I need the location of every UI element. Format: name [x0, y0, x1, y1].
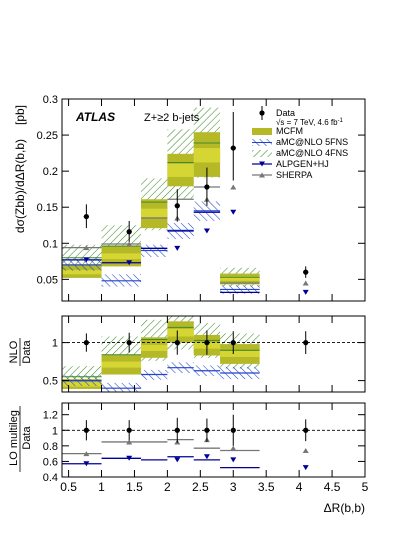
main-data-point	[174, 203, 180, 209]
main-data-point	[204, 184, 210, 190]
legend-energy-label: √s = 7 TeV, 4.6 fb-1	[276, 118, 344, 127]
x-tick-label: 4.5	[324, 480, 341, 494]
nlo-data-point	[204, 340, 210, 346]
lo-alpgen-marker	[126, 455, 133, 461]
lo-y-tick-label: 1	[52, 425, 58, 437]
lo-alpgen-marker	[230, 457, 237, 463]
lo-y-tick-label: 1.2	[43, 410, 58, 422]
legend-mcfm-swatch	[252, 128, 272, 135]
main-alpgen-marker	[83, 257, 90, 263]
main-data-point	[126, 229, 132, 235]
main-y-tick-label: 0.25	[37, 130, 58, 142]
legend-data-marker	[259, 110, 265, 116]
legend-mcfm-label: MCFM	[276, 126, 303, 136]
lo-sherpa-marker	[302, 448, 309, 454]
lo-y-tick-label: 0.6	[43, 456, 58, 468]
main-y-unit: [pb]	[13, 105, 27, 125]
lo-alpgen-marker	[83, 461, 90, 467]
main-data-point	[83, 213, 89, 220]
lo-y-tick-label: 0.4	[43, 472, 58, 484]
main-data-point	[230, 145, 236, 151]
lo-frame	[61, 402, 366, 478]
main-alpgen-marker	[230, 209, 237, 215]
main-mcfm-inner	[193, 148, 221, 163]
nlo-data-point	[174, 340, 180, 346]
lo-alpgen-marker	[203, 454, 210, 460]
main-sherpa-marker	[230, 184, 237, 190]
lo-y-num: LO multileg	[8, 410, 20, 466]
main-y-tick-label: 0.1	[43, 238, 58, 250]
x-tick-label: 1.5	[126, 480, 143, 494]
main-data-point	[303, 269, 309, 275]
x-tick-label: 3.5	[258, 480, 275, 494]
nlo-mcfm-inner	[101, 361, 142, 368]
main-sherpa-marker	[302, 280, 309, 286]
x-tick-label: 0.5	[60, 480, 77, 494]
main-alpgen-marker	[302, 289, 309, 295]
main-mcfm-inner	[101, 253, 142, 260]
x-tick-label: 2	[164, 480, 171, 494]
nlo-data-point	[303, 340, 309, 346]
lo-alpgen-marker	[174, 457, 181, 463]
main-mcfm-inner	[62, 269, 102, 275]
main-y-tick-label: 0.05	[37, 274, 58, 286]
legend-amc4-swatch	[252, 150, 272, 157]
legend-sherpa-marker	[259, 172, 265, 178]
lo-data-point	[126, 427, 132, 433]
atlas-label: ATLAS	[75, 110, 115, 124]
main-frame	[61, 98, 366, 302]
main-alpgen-marker	[203, 228, 210, 234]
nlo-data-point	[83, 340, 89, 346]
lo-data-point	[174, 427, 180, 433]
main-y-tick-label: 0.3	[43, 94, 58, 106]
lo-sherpa-marker	[230, 445, 237, 451]
lo-alpgen-marker	[302, 465, 309, 471]
lo-sherpa-marker	[126, 439, 133, 445]
nlo-y-num: NLO	[8, 340, 20, 363]
x-tick-label: 1	[98, 480, 105, 494]
nlo-frame	[61, 315, 366, 393]
nlo-data-point	[126, 340, 132, 346]
main-sherpa-marker	[126, 241, 133, 247]
nlo-y-den: Data	[21, 340, 33, 364]
main-alpgen-marker	[126, 260, 133, 266]
lo-y-tick-label: 0.8	[43, 441, 58, 453]
x-tick-label: 3	[230, 480, 237, 494]
main-mcfm-inner	[141, 208, 168, 218]
nlo-mcfm-inner	[167, 328, 194, 337]
lo-data-point	[204, 427, 210, 433]
lo-sherpa-marker	[83, 451, 90, 457]
main-mcfm-inner	[167, 163, 194, 177]
legend-sherpa-label: SHERPA	[276, 170, 312, 180]
main-alpgen-marker	[174, 245, 181, 251]
x-axis-label: ΔR(b,b)	[324, 501, 365, 515]
lo-y-den: Data	[21, 426, 33, 450]
legend-amc5-label: aMC@NLO 5FNS	[276, 137, 348, 147]
main-y-tick-label: 0.2	[43, 166, 58, 178]
lo-data-point	[83, 427, 89, 433]
x-tick-label: 5	[362, 480, 369, 494]
legend-alpgen-label: ALPGEN+HJ	[276, 159, 329, 169]
nlo-y-tick-label: 1	[52, 338, 58, 350]
main-y-label: dσ(Zbb)/dΔR(b,b)	[13, 139, 27, 233]
x-tick-label: 2.5	[192, 480, 209, 494]
main-mcfm-inner	[220, 276, 260, 281]
legend-amc4-label: aMC@NLO 4FNS	[276, 148, 348, 158]
x-tick-label: 4	[296, 480, 303, 494]
nlo-amc5-band	[101, 382, 142, 392]
legend-alpgen-marker	[259, 161, 265, 167]
nlo-mcfm-inner	[220, 350, 260, 358]
main-y-tick-label: 0.15	[37, 202, 58, 214]
nlo-data-point	[230, 340, 236, 346]
legend: Data √s = 7 TeV, 4.6 fb-1 MCFM aMC@NLO 5…	[276, 108, 348, 180]
lo-data-point	[230, 427, 236, 433]
legend-data-label: Data	[276, 108, 295, 118]
main-sherpa-marker	[83, 245, 90, 251]
nlo-mcfm-inner	[141, 344, 168, 351]
nlo-y-tick-label: 0.5	[43, 376, 58, 388]
lo-data-point	[303, 427, 309, 433]
process-label: Z+≥2 b-jets	[144, 112, 200, 124]
